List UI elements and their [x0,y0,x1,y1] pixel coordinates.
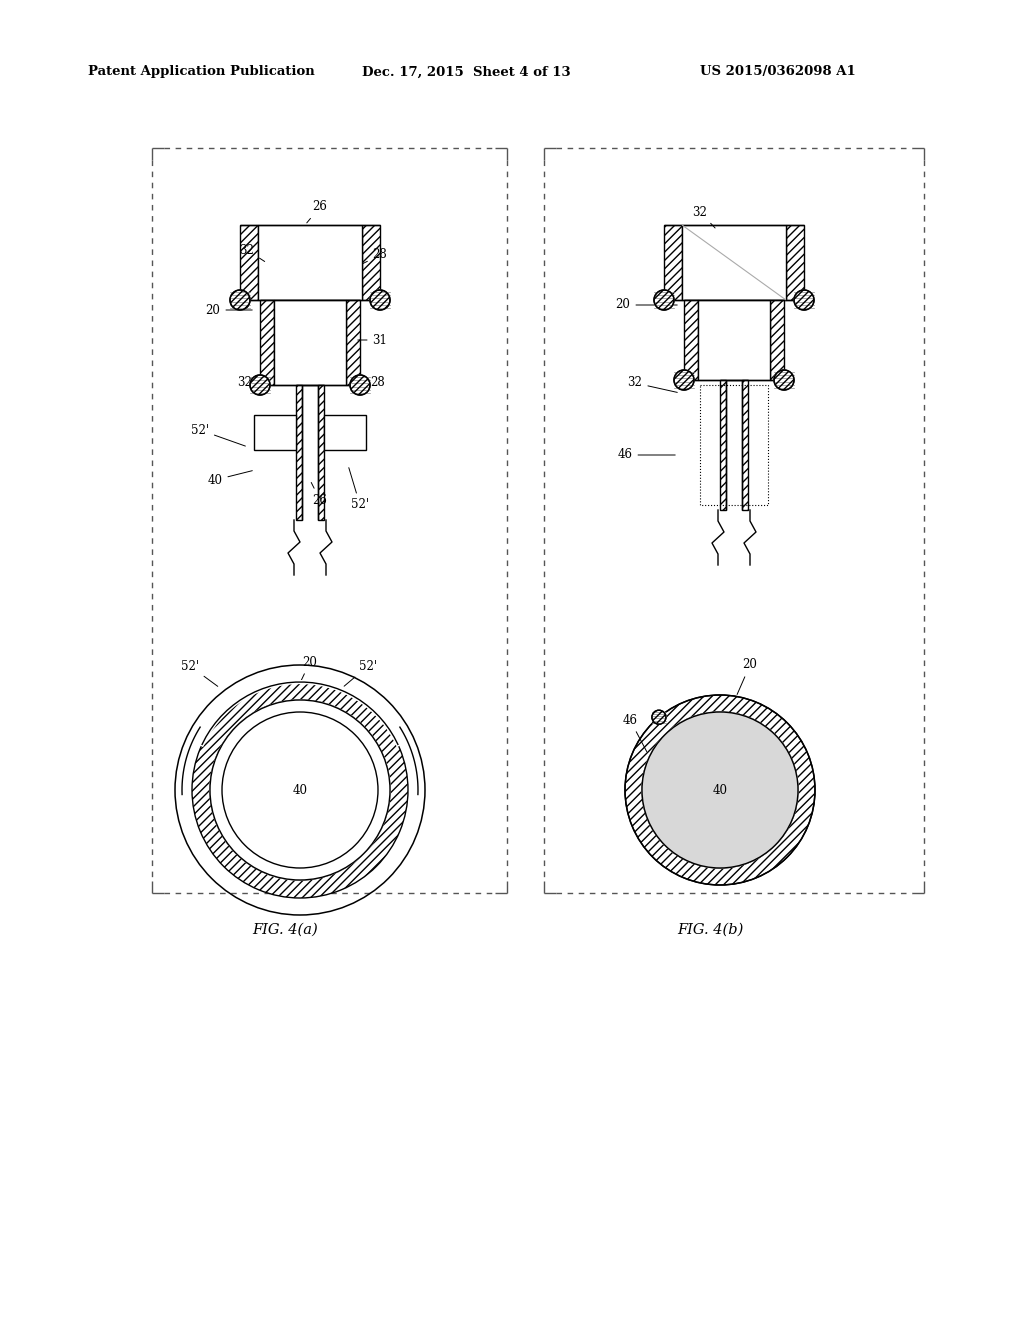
Bar [742,380,748,510]
Text: 26: 26 [307,201,328,223]
Circle shape [250,375,270,395]
Bar [786,224,804,300]
Text: 46: 46 [623,714,647,751]
Text: 52': 52' [344,660,377,686]
Circle shape [350,375,370,395]
Text: FIG. 4(b): FIG. 4(b) [677,923,743,937]
Text: 26: 26 [311,483,328,507]
Text: 28: 28 [359,375,385,388]
Text: US 2015/0362098 A1: US 2015/0362098 A1 [700,66,856,78]
Circle shape [230,290,250,310]
Circle shape [175,665,425,915]
Circle shape [674,370,694,389]
Text: 31: 31 [357,334,387,346]
Text: 40: 40 [208,471,252,487]
Bar [664,224,682,300]
Bar [240,224,258,300]
Bar [770,300,784,380]
Text: 40: 40 [713,784,727,796]
Bar [324,414,366,450]
Text: 52': 52' [181,660,218,686]
Text: 32: 32 [240,243,264,261]
Bar [254,414,296,450]
Bar [720,380,726,510]
Circle shape [642,711,798,869]
Circle shape [652,710,666,725]
Text: 32: 32 [238,375,261,388]
Text: Patent Application Publication: Patent Application Publication [88,66,314,78]
Text: 52': 52' [191,424,246,446]
Text: Dec. 17, 2015  Sheet 4 of 13: Dec. 17, 2015 Sheet 4 of 13 [362,66,570,78]
Text: 20: 20 [206,304,252,317]
Bar [296,385,302,520]
Circle shape [222,711,378,869]
Text: 32: 32 [628,376,677,392]
Circle shape [210,700,390,880]
Text: 20: 20 [615,298,677,312]
Text: 20: 20 [737,659,758,694]
Circle shape [794,290,814,310]
Bar [274,300,346,385]
Text: 20: 20 [301,656,317,681]
Text: 52': 52' [349,467,369,511]
Bar [260,300,274,385]
Bar [682,224,786,300]
Bar [698,300,770,380]
Text: 40: 40 [293,784,307,796]
Bar [258,224,362,300]
Text: 46: 46 [617,449,675,462]
Text: 32: 32 [692,206,715,228]
Circle shape [654,290,674,310]
Text: 28: 28 [362,248,387,264]
Text: FIG. 4(a): FIG. 4(a) [252,923,317,937]
Circle shape [774,370,794,389]
Bar [362,224,380,300]
Circle shape [370,290,390,310]
Bar [684,300,698,380]
Bar [318,385,324,520]
Bar [346,300,360,385]
